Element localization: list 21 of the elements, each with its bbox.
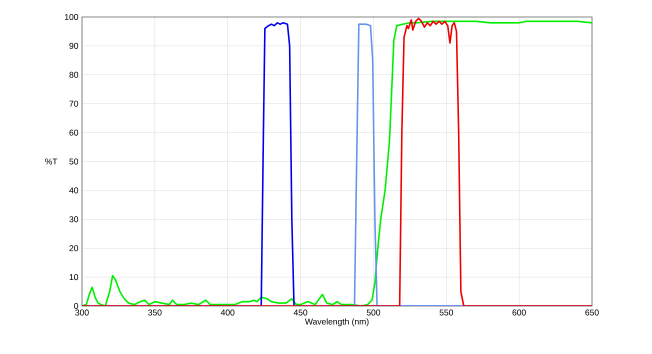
y-tick-label: 100 — [64, 14, 78, 20]
x-tick-label: 350 — [148, 310, 162, 316]
x-axis-title: Wavelength (nm) — [304, 318, 369, 326]
y-tick-label: 90 — [69, 42, 78, 49]
y-axis-title: %T — [45, 158, 58, 164]
y-tick-label: 80 — [69, 72, 78, 78]
x-tick-label: 400 — [220, 310, 234, 316]
y-tick-label: 20 — [69, 245, 78, 252]
x-tick-label: 300 — [75, 310, 89, 316]
x-tick-label: 600 — [512, 310, 526, 316]
x-tick-label: 650 — [585, 310, 599, 316]
y-tick-label: 0 — [74, 303, 78, 309]
y-tick-label: 10 — [70, 274, 78, 280]
y-tick-label: 50 — [69, 158, 78, 164]
x-tick-label: 450 — [294, 310, 308, 316]
y-tick-label: 70 — [70, 100, 78, 107]
y-tick-label: 30 — [69, 216, 78, 222]
x-tick-label: 550 — [440, 310, 454, 316]
x-tick-label: 500 — [366, 310, 380, 316]
y-tick-label: 40 — [69, 187, 78, 194]
y-tick-label: 60 — [70, 130, 78, 136]
